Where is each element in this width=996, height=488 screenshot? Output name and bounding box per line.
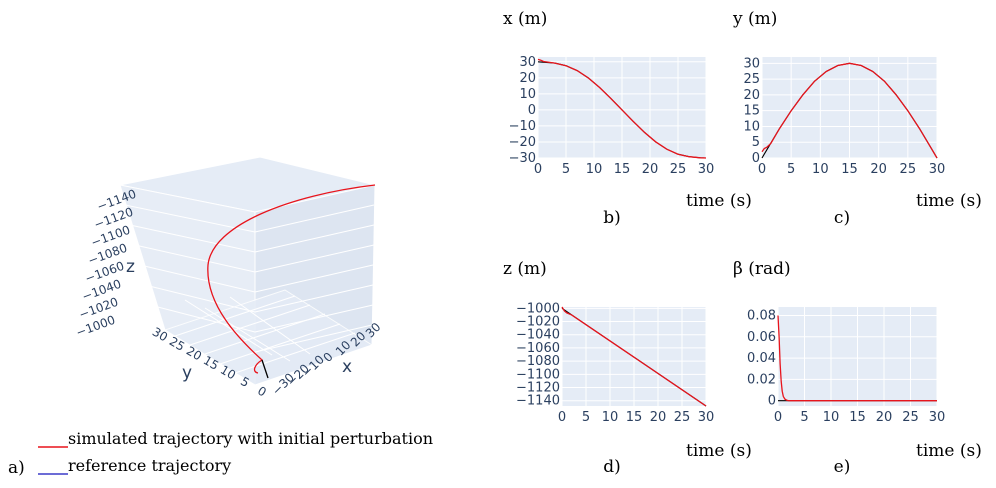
x-tick-label: 15: [849, 410, 866, 425]
x-tick-label: 25: [900, 162, 917, 177]
y-tick-label: 20: [519, 71, 536, 86]
x-axis-label: time (s): [686, 191, 752, 211]
series-simulated-line: [561, 306, 707, 407]
x-axis-label: time (s): [916, 191, 982, 211]
x-tick-label: 0: [534, 162, 542, 177]
panel-label-b: b): [603, 208, 621, 228]
y-tick-label: 0.08: [747, 309, 776, 324]
y-tick-label: 25: [743, 72, 760, 87]
x-tick-label: 30: [929, 162, 946, 177]
subplot-title: x (m): [503, 9, 547, 29]
y-tick-label: −20: [509, 135, 536, 150]
scene-y-tick: 20: [184, 344, 204, 364]
x-tick-label: 10: [586, 162, 603, 177]
x-axis-label: time (s): [686, 441, 752, 461]
subplot-d: 0 5 10 15 20 25 30−1000−1020−1040−1060−1080−11…: [503, 259, 752, 477]
y-tick-label: −1080: [516, 354, 560, 369]
scene-y-tick: 30: [150, 325, 170, 345]
series-simulated-line: [761, 62, 938, 159]
x-axis-label: time (s): [916, 441, 982, 461]
x-tick-label: 25: [902, 410, 919, 425]
x-tick-label: 30: [698, 162, 715, 177]
y-tick-label: 5: [752, 135, 760, 150]
scene-y-tick: 10: [218, 363, 238, 383]
x-tick-label: 0: [558, 410, 566, 425]
panel-label-a: a): [8, 458, 25, 478]
y-tick-label: 0.06: [747, 330, 776, 345]
legend-label-simulated: simulated trajectory with initial pertur…: [68, 429, 433, 448]
scene-3d: −1140−1120−1100−1080−1060−1040−1020−1000…: [74, 156, 384, 400]
panel-label-d: d): [603, 457, 621, 477]
panel-label-e: e): [834, 457, 851, 477]
x-tick-label: 15: [626, 410, 643, 425]
y-tick-label: −1040: [516, 328, 560, 343]
scene-y-tick: 0: [255, 384, 269, 400]
y-tick-label: 30: [743, 56, 760, 71]
x-tick-label: 15: [614, 162, 631, 177]
x-tick-label: 20: [650, 410, 667, 425]
y-tick-label: 0.02: [747, 372, 776, 387]
scene-z-label: z: [126, 257, 135, 277]
y-tick-label: 0: [752, 151, 760, 166]
x-tick-label: 20: [870, 162, 887, 177]
series-simulated-line: [777, 315, 937, 402]
x-tick-label: 10: [812, 162, 829, 177]
y-tick-label: −1060: [516, 341, 560, 356]
x-tick-label: 30: [698, 410, 715, 425]
x-tick-label: 5: [562, 162, 570, 177]
y-tick-label: 15: [743, 104, 760, 119]
panel-label-c: c): [834, 208, 850, 228]
x-tick-label: 20: [876, 410, 893, 425]
y-tick-label: −1140: [516, 394, 560, 409]
legend-label-reference: reference trajectory: [68, 456, 231, 475]
y-tick-label: 30: [519, 55, 536, 70]
subplot-title: y (m): [732, 9, 777, 29]
scene-z-ticks: −1140−1120−1100−1080−1060−1040−1020−1000: [74, 187, 138, 340]
x-tick-label: 0: [758, 162, 766, 177]
x-tick-label: 15: [841, 162, 858, 177]
y-tick-label: −1000: [516, 301, 560, 316]
x-tick-label: 25: [670, 162, 687, 177]
y-tick-label: 0: [528, 103, 536, 118]
scene-y-tick: 25: [167, 334, 187, 354]
y-tick-label: −1100: [516, 367, 560, 382]
x-tick-label: 5: [787, 162, 795, 177]
y-tick-label: 0: [768, 394, 776, 409]
x-tick-label: 20: [642, 162, 659, 177]
scene-reference-curve: [261, 359, 269, 379]
scene-gridlines: [124, 204, 375, 374]
x-tick-label: 10: [823, 410, 840, 425]
y-tick-label: 20: [743, 88, 760, 103]
scene-simulated-curve: [207, 184, 376, 374]
subplot-e: 0 5 10 15 20 25 30 0.08 0.06 0.04 0.02 0 β (rad) time…: [733, 259, 982, 477]
subplot-title: z (m): [503, 259, 547, 279]
y-tick-label: 10: [743, 119, 760, 134]
y-tick-label: −10: [509, 119, 536, 134]
y-tick-label: −30: [509, 151, 536, 166]
series-simulated-line: [537, 58, 707, 159]
scene-x-label: x: [342, 357, 352, 377]
y-tick-label: −1020: [516, 315, 560, 330]
y-tick-label: 0.04: [747, 351, 776, 366]
y-tick-label: −1120: [516, 381, 560, 396]
x-tick-label: 0: [774, 410, 782, 425]
y-tick-label: 10: [519, 87, 536, 102]
subplot-title: β (rad): [733, 259, 791, 279]
x-tick-label: 10: [602, 410, 619, 425]
x-tick-label: 5: [582, 410, 590, 425]
x-tick-label: 5: [800, 410, 808, 425]
scene-y-label: y: [182, 363, 192, 383]
scene-floor: [163, 289, 374, 386]
legend: simulated trajectory with initial pertur…: [8, 429, 433, 478]
x-tick-label: 25: [674, 410, 691, 425]
x-tick-label: 30: [929, 410, 946, 425]
scene-y-tick: 15: [201, 353, 221, 373]
